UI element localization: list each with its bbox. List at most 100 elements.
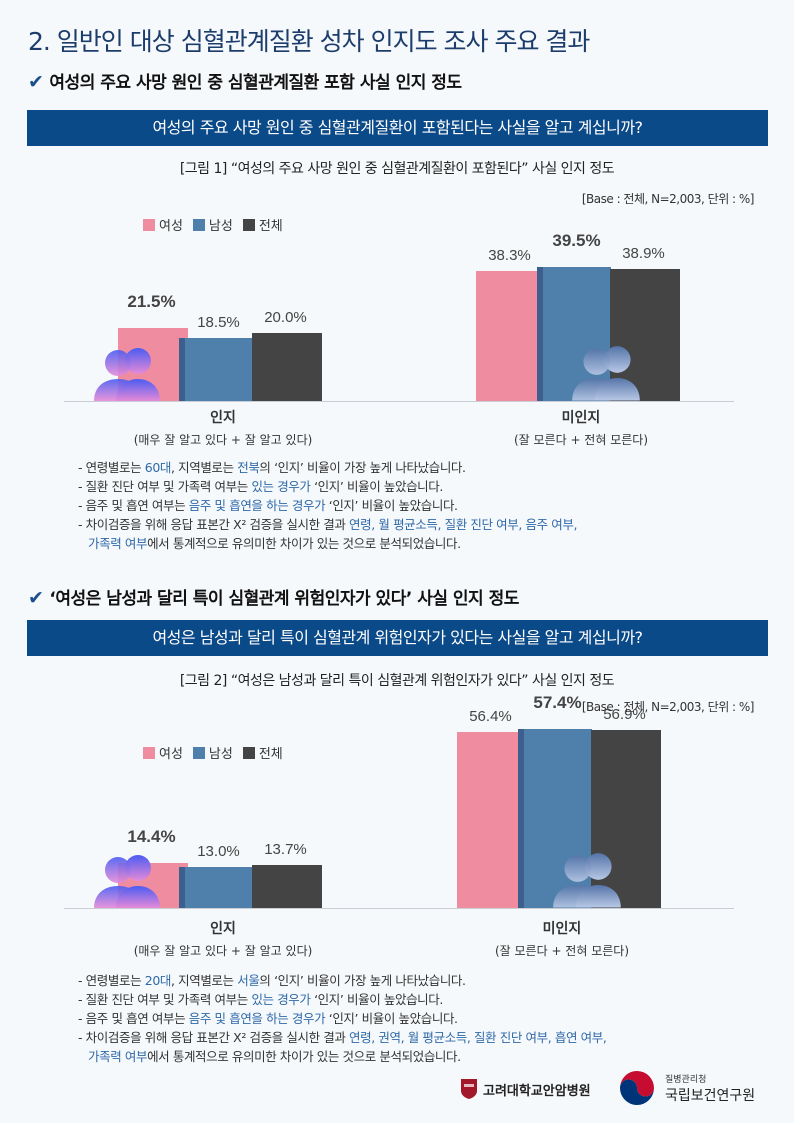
note-line: 가족력 여부에서 통계적으로 유의미한 차이가 있는 것으로 분석되었습니다. [78,1047,606,1066]
note-text: , 지역별로는 [170,460,238,475]
category-name: 인지 [210,410,236,426]
section-heading-1: ✔ 여성의 주요 사망 원인 중 심혈관계질환 포함 사실 인지 정도 [28,68,462,93]
legend: 여성 남성 전체 [143,215,283,234]
note-text: - 질환 진단 여부 및 가족력 여부는 [78,992,252,1007]
note-line: - 차이검증을 위해 응답 표본간 X² 검증을 실시한 결과 연령, 월 평균… [78,515,577,534]
bar-female-1 [457,732,527,908]
note-text: - 질환 진단 여부 및 가족력 여부는 [78,479,252,494]
figure-caption-2: [그림 2] “여성은 남성과 달리 특이 심혈관계 위험인자가 있다” 사실 … [179,673,615,689]
section-heading-2: ✔ ‘여성은 남성과 달리 특이 심혈관계 위험인자가 있다’ 사실 인지 정도 [28,584,519,609]
kdca-small-name: 질병관리청 [665,1074,707,1085]
data-label: 14.4% [127,827,176,847]
section-heading-text: 여성의 주요 사망 원인 중 심혈관계질환 포함 사실 인지 정도 [49,73,462,93]
data-label: 38.3% [488,246,531,264]
legend: 여성 남성 전체 [143,743,283,762]
people-icon [94,348,160,401]
data-label: 38.9% [622,244,665,262]
note-text: - 연령별로는 [78,460,145,475]
legend-swatch [242,219,255,231]
people-icon [572,346,640,401]
legend-label: 전체 [258,219,283,234]
legend-swatch [143,747,155,759]
legend-item: 전체 [242,743,283,762]
chart-1: 여성 남성 전체 21.5% 18.5% 20.0% 인지 (매우 잘 알고 있다 + 잘 … [0,0,794,460]
notes-1: - 연령별로는 60대, 지역별로는 전북의 ‘인지’ 비율이 가장 높게 나타… [78,458,577,553]
note-line: - 질환 진단 여부 및 가족력 여부는 있는 경우가 ‘인지’ 비율이 높았습… [78,477,577,496]
data-label: 13.0% [197,843,240,861]
people-icon [94,855,160,908]
legend-item: 여성 [143,215,183,234]
base-note-1: [Base : 전체, N=2,003, 단위 : %] [581,192,755,206]
bar-male-0 [185,867,253,908]
category-label: 인지 (매우 잘 알고 있다 + 잘 알고 있다) [93,918,353,959]
note-line: 가족력 여부에서 통계적으로 유의미한 차이가 있는 것으로 분석되었습니다. [78,534,577,553]
x-axis [64,401,734,402]
category-label: 인지 (매우 잘 알고 있다 + 잘 알고 있다) [93,407,353,448]
note-highlight: 가족력 여부 [88,1049,148,1064]
category-sub: (잘 모른다 + 전혀 모른다) [494,944,630,958]
data-label: 56.4% [469,708,512,726]
category-label: 미인지 (잘 모른다 + 전혀 모른다) [451,407,711,448]
section-heading-text: ‘여성은 남성과 달리 특이 심혈관계 위험인자가 있다’ 사실 인지 정도 [49,589,519,609]
note-line: - 음주 및 흡연 여부는 음주 및 흡연을 하는 경우가 ‘인지’ 비율이 높… [78,496,577,515]
note-text: ‘인지’ 비율이 높았습니다. [325,1011,458,1026]
legend-swatch [192,219,205,231]
category-sub: (매우 잘 알고 있다 + 잘 알고 있다) [133,433,313,447]
data-label: 13.7% [264,841,307,859]
kdca-logo: 질병관리청 국립보건연구원 [617,1068,755,1108]
note-text: , 지역별로는 [170,973,238,988]
note-highlight: 가족력 여부 [88,536,148,551]
note-text: - 차이검증을 위해 응답 표본간 X² 검증을 실시한 결과 [78,1030,350,1045]
data-label: 18.5% [197,314,240,332]
note-line: - 연령별로는 20대, 지역별로는 서울의 ‘인지’ 비율이 가장 높게 나타… [78,971,606,990]
note-text: 의 ‘인지’ 비율이 가장 높게 나타났습니다. [259,460,466,475]
legend-label: 남성 [208,747,233,762]
x-axis [64,908,734,909]
legend-swatch [143,219,155,231]
data-label: 56.9% [603,706,646,724]
base-note-2: [Base : 전체, N=2,003, 단위 : %] [581,700,755,714]
legend-item: 전체 [242,215,283,234]
category-name: 인지 [210,921,236,937]
data-label: 39.5% [552,230,601,250]
category-label: 미인지 (잘 모른다 + 전혀 모른다) [432,918,692,959]
note-text: - 음주 및 흡연 여부는 [78,498,189,513]
legend-label: 전체 [258,747,283,762]
legend-item: 남성 [192,215,233,234]
note-text: - 차이검증을 위해 응답 표본간 X² 검증을 실시한 결과 [78,517,350,532]
kuah-emblem-icon [461,1079,477,1099]
bar-total-0 [252,865,322,908]
legend-label: 여성 [159,747,183,762]
bar-male-0 [185,338,253,401]
taegeuk-icon [620,1071,654,1105]
note-highlight: 연령, 월 평균소득, 질환 진단 여부, 음주 여부, [349,517,578,532]
note-text: - 음주 및 흡연 여부는 [78,1011,189,1026]
note-highlight: 20대 [144,973,172,988]
legend-swatch [242,747,255,759]
data-label: 21.5% [127,291,176,311]
note-highlight: 전북 [237,460,260,475]
note-text: 에서 통계적으로 유의미한 차이가 있는 것으로 분석되었습니다. [147,1049,461,1064]
note-text: - 연령별로는 [78,973,145,988]
data-label: 20.0% [264,309,307,326]
note-highlight: 있는 경우가 [251,992,311,1007]
note-text: 의 ‘인지’ 비율이 가장 높게 나타났습니다. [259,973,466,988]
bar-female-1 [476,270,546,401]
chart-2: 여성 남성 전체 14.4% 13.0% 13.7% 인지 (매우 잘 알고 있다 + 잘 … [64,693,734,959]
notes-2: - 연령별로는 20대, 지역별로는 서울의 ‘인지’ 비율이 가장 높게 나타… [78,971,607,1066]
category-sub: (잘 모른다 + 전혀 모른다) [513,433,649,447]
kuah-name: 고려대학교안암병원 [483,1083,591,1099]
category-name: 미인지 [542,921,582,937]
figure-caption-1: [그림 1] “여성의 주요 사망 원인 중 심혈관계질환이 포함된다” 사실 … [179,161,615,177]
legend-item: 남성 [192,743,233,762]
category-name: 미인지 [561,410,601,426]
note-highlight: 음주 및 흡연을 하는 경우가 [188,498,326,513]
legend-item: 여성 [143,743,183,762]
note-line: - 질환 진단 여부 및 가족력 여부는 있는 경우가 ‘인지’ 비율이 높았습… [78,990,606,1009]
bar-total-0 [252,333,322,401]
note-line: - 차이검증을 위해 응답 표본간 X² 검증을 실시한 결과 연령, 권역, … [78,1028,607,1047]
check-icon: ✔ [28,71,44,93]
page-title: 2. 일반인 대상 심혈관계질환 성차 인지도 조사 주요 결과 [28,27,590,56]
note-text: ‘인지’ 비율이 높았습니다. [310,992,443,1007]
kuah-logo: 고려대학교안암병원 [460,1078,591,1100]
